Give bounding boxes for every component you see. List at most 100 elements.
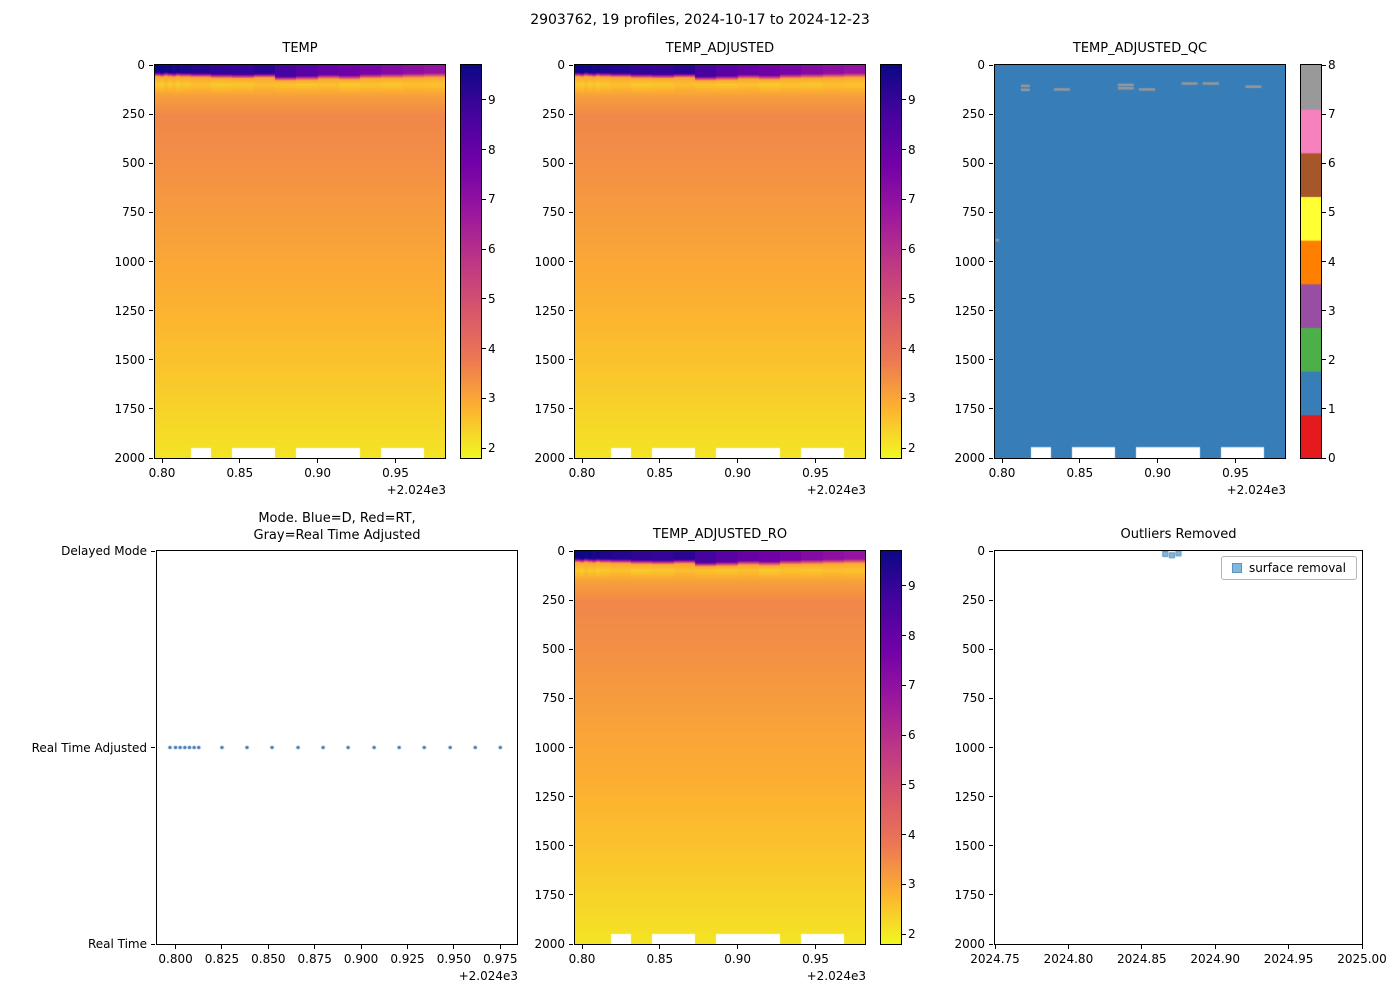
- colorbar-tick-label: 3: [1328, 303, 1336, 318]
- x-tick: [239, 459, 241, 463]
- legend-label: surface removal: [1248, 561, 1346, 575]
- colorbar-tick: [902, 635, 906, 637]
- colorbar-tick-label: 0: [1328, 451, 1336, 465]
- colorbar-tick: [902, 397, 906, 399]
- y-tick-label: 250: [122, 107, 145, 122]
- y-tick-label: 1250: [534, 303, 565, 318]
- y-tick-label: 1750: [954, 887, 985, 902]
- colorbar-tick-label: 6: [908, 728, 916, 743]
- colorbar-tick: [482, 99, 486, 101]
- colorbar-tick: [1322, 457, 1326, 459]
- colorbar-tick: [902, 248, 906, 250]
- y-tick-label: 500: [542, 156, 565, 171]
- y-tick: [151, 747, 155, 748]
- x-tick-label: 0.80: [988, 466, 1016, 480]
- y-tick-label: 750: [962, 691, 985, 706]
- colorbar-tick-label: 5: [1328, 205, 1336, 220]
- y-tick-label: 1000: [534, 254, 565, 269]
- y-tick-label: 1500: [114, 352, 145, 367]
- y-tick: [989, 796, 993, 798]
- y-tick: [989, 359, 993, 361]
- y-tick-label: 1500: [534, 352, 565, 367]
- temp-adjusted-heatmap: [575, 65, 865, 458]
- colorbar-tick: [482, 248, 486, 250]
- x-tick: [1067, 945, 1069, 949]
- ro-colorbar-canvas: [881, 551, 901, 944]
- colorbar-tick: [1322, 359, 1326, 361]
- y-tick: [989, 408, 993, 410]
- colorbar-tick: [902, 933, 906, 935]
- y-tick: [989, 845, 993, 847]
- colorbar-tick-label: 7: [908, 192, 916, 207]
- y-tick-label: 250: [962, 107, 985, 122]
- colorbar-tick: [482, 298, 486, 300]
- mode-scatter: [157, 551, 517, 944]
- x-tick: [407, 945, 408, 949]
- y-tick-label: 500: [122, 156, 145, 171]
- y-tick: [989, 648, 993, 650]
- colorbar-tick: [1322, 408, 1326, 410]
- y-tick-label: 500: [542, 642, 565, 657]
- x-tick: [814, 945, 816, 949]
- panel-mode-title: Mode. Blue=D, Red=RT, Gray=Real Time Adj…: [253, 511, 421, 543]
- x-tick-label: 0.85: [646, 952, 674, 966]
- x-tick-label: 0.90: [724, 952, 752, 966]
- colorbar-tick-label: 2: [908, 927, 916, 942]
- legend-marker-square: [1231, 563, 1242, 573]
- x-axis-offset-label: +2.024e3: [806, 483, 866, 497]
- colorbar-tick-label: 5: [488, 291, 496, 306]
- figure-title: 2903762, 19 profiles, 2024-10-17 to 2024…: [530, 12, 870, 28]
- x-tick: [814, 459, 816, 463]
- y-tick: [989, 64, 993, 66]
- y-category-label: Delayed Mode: [61, 544, 147, 558]
- panel-temp-adjusted-ro: TEMP_ADJUSTED_RO 0.80 0.85 0.90 0.95 +2.024e…: [534, 527, 915, 983]
- x-tick: [317, 459, 319, 463]
- x-tick: [1361, 945, 1363, 949]
- colorbar-tick: [902, 734, 906, 736]
- y-tick: [569, 894, 573, 896]
- y-tick-label: 750: [542, 205, 565, 220]
- outliers-scatter: [995, 551, 1362, 944]
- y-tick-label: 1250: [954, 789, 985, 804]
- x-tick-label: 0.95: [382, 466, 409, 480]
- x-tick-label: 0.80: [568, 466, 596, 480]
- y-tick: [569, 211, 573, 213]
- y-tick-label: 1500: [954, 352, 985, 367]
- y-tick-label: 1750: [534, 401, 565, 416]
- x-tick-label: 0.80: [568, 952, 596, 966]
- x-tick: [360, 945, 362, 949]
- colorbar-tick-label: 9: [908, 578, 916, 593]
- colorbar-tick-label: 9: [488, 92, 496, 107]
- x-tick: [659, 945, 661, 949]
- y-tick: [569, 599, 573, 601]
- colorbar-tick: [1322, 310, 1326, 312]
- y-tick: [151, 943, 155, 945]
- y-tick-label: 2000: [114, 451, 145, 465]
- y-tick-label: 1500: [954, 838, 985, 853]
- y-tick: [989, 894, 993, 896]
- y-tick: [569, 648, 573, 650]
- panel-outliers: Outliers Removed surface removal 2024.75…: [954, 527, 1386, 966]
- temp-adjusted-ro-axes: [574, 550, 866, 945]
- qc-colorbar-canvas: [1301, 65, 1321, 458]
- y-tick-label: 750: [962, 205, 985, 220]
- y-tick: [989, 599, 993, 601]
- y-tick-label: 2000: [534, 451, 565, 465]
- panel-mode: Mode. Blue=D, Red=RT, Gray=Real Time Adj…: [32, 511, 518, 983]
- y-tick-label: 750: [542, 691, 565, 706]
- colorbar-tick-label: 5: [908, 291, 916, 306]
- y-tick: [989, 550, 993, 552]
- panel-temp-adjusted-qc: TEMP_ADJUSTED_QC 0.80 0.85 0.90 0.95 +2.024e…: [954, 41, 1335, 497]
- x-tick-label: 0.800: [158, 952, 193, 966]
- colorbar-tick-label: 8: [908, 628, 916, 643]
- y-tick: [989, 457, 993, 459]
- colorbar-tick-label: 8: [488, 142, 496, 157]
- colorbar-tick-label: 5: [908, 777, 916, 792]
- x-tick: [1141, 945, 1143, 949]
- y-tick-label: 1750: [114, 401, 145, 416]
- colorbar-tick-label: 1: [1328, 401, 1336, 416]
- x-tick: [994, 945, 996, 949]
- y-tick-label: 2000: [954, 937, 985, 951]
- y-tick: [569, 310, 573, 312]
- x-tick-label: 0.90: [1144, 466, 1172, 480]
